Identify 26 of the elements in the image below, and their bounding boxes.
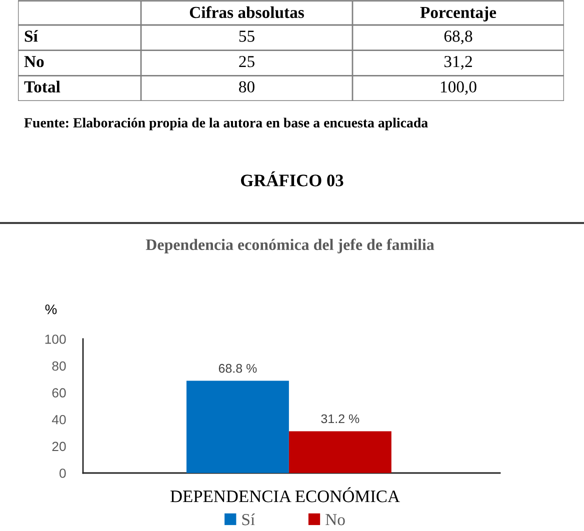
text: 100,0 — [440, 81, 476, 95]
y-tick-label: 20 — [52, 442, 66, 452]
category-label: Porcentaje — [420, 6, 496, 22]
category-label: Sí — [24, 30, 38, 42]
y-tick-label: 60 — [52, 388, 66, 398]
source-note: Fuente: Elaboración propia de la autora en base a encuesta aplicada — [24, 118, 428, 130]
category-label: Total — [24, 80, 60, 93]
data-label: 68.8 % — [218, 364, 257, 373]
text: 68,8 — [444, 30, 472, 44]
category-label: Cifras absolutas — [190, 6, 304, 18]
legend-label: Sí — [242, 513, 255, 526]
legend-label: No — [326, 514, 345, 526]
y-axis-title: % — [45, 304, 57, 314]
y-tick-label: 80 — [52, 361, 66, 371]
text: 31,2 — [444, 56, 472, 70]
x-axis-title: DEPENDENCIA ECONÓMICA — [170, 487, 400, 502]
y-tick-label: 40 — [52, 414, 66, 424]
category-label: No — [24, 56, 44, 68]
y-tick-label: 0 — [60, 468, 66, 478]
text: 80 — [239, 81, 254, 93]
chart-subtitle: Dependencia económica del jefe de familia — [146, 238, 434, 254]
text: 55 — [239, 30, 254, 42]
chart-title: GRÁFICO 03 — [241, 171, 344, 186]
data-label: 31.2 % — [321, 414, 360, 424]
y-tick-label: 100 — [45, 334, 66, 344]
text: 25 — [239, 56, 254, 68]
